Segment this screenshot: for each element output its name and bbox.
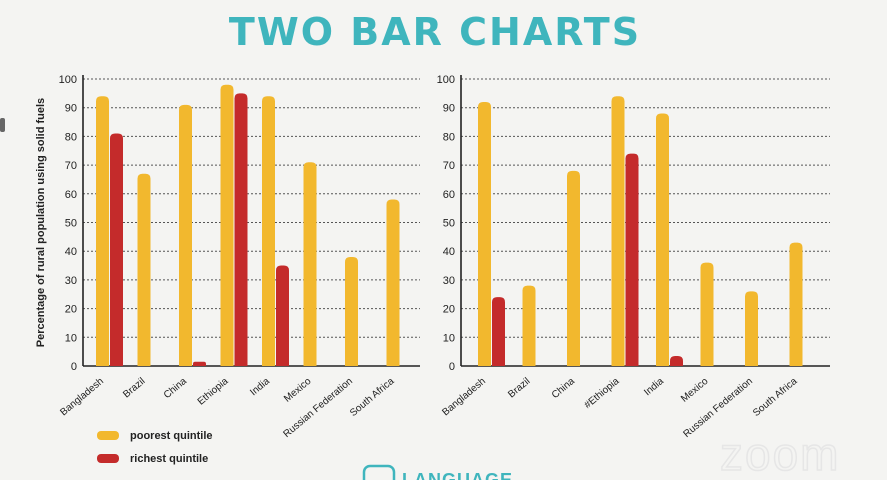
- y-tick-label: 40: [65, 246, 77, 258]
- bar-poorest: [179, 104, 192, 366]
- x-tick-label: Brazil: [506, 376, 532, 401]
- x-tick-label: Bangladesh: [440, 376, 488, 418]
- bar-poorest: [611, 96, 625, 366]
- y-tick-label: 30: [443, 275, 455, 287]
- y-tick-label: 90: [443, 103, 455, 115]
- x-tick-label: Ethiopia: [196, 376, 231, 408]
- x-tick-label: Russian Federation: [281, 376, 355, 440]
- bar-poorest: [262, 96, 275, 366]
- zoom-watermark-text: zoom: [720, 428, 840, 480]
- y-tick-label: 20: [65, 304, 77, 316]
- legend-label-poorest: poorest quintile: [130, 430, 213, 442]
- x-tick-label: Bangladesh: [58, 376, 106, 418]
- y-tick-label: 100: [59, 74, 77, 86]
- legend-swatch-poorest: [97, 431, 119, 440]
- bar-richest: [276, 265, 289, 366]
- bar-poorest: [478, 101, 491, 367]
- y-tick-label: 50: [443, 218, 455, 230]
- y-tick-label: 0: [449, 361, 455, 373]
- edge-marker: [0, 118, 5, 132]
- y-axis-label: Percentage of rural population using sol…: [35, 98, 47, 347]
- bar-poorest: [303, 162, 317, 366]
- brand-logo-icon: [362, 464, 396, 480]
- zoom-watermark: zoom: [719, 427, 840, 480]
- y-tick-label: 20: [443, 304, 455, 316]
- x-tick-label: Mexico: [679, 376, 711, 405]
- x-tick-label: South Africa: [348, 376, 397, 419]
- bar-poorest: [522, 285, 536, 366]
- bar-richest: [625, 153, 639, 366]
- x-tick-label: #Ethiopia: [582, 376, 621, 412]
- brand-logo: LANGUAGE: [362, 464, 513, 480]
- bar-poorest: [220, 84, 234, 367]
- legend: poorest quintile richest quintile: [97, 430, 213, 465]
- y-tick-label: 0: [71, 361, 77, 373]
- y-tick-label: 10: [443, 332, 455, 344]
- bar-poorest: [700, 262, 714, 366]
- legend-swatch-richest: [97, 454, 119, 463]
- bar-poorest: [137, 173, 151, 366]
- bar-poorest: [789, 242, 803, 366]
- bar-poorest: [96, 96, 109, 366]
- y-tick-label: 50: [65, 218, 77, 230]
- x-tick-label: India: [248, 376, 272, 399]
- y-tick-label: 10: [65, 332, 77, 344]
- x-tick-label: South Africa: [751, 376, 800, 419]
- legend-label-richest: richest quintile: [130, 453, 208, 465]
- x-tick-label: China: [162, 376, 189, 402]
- bar-richest: [234, 93, 248, 366]
- y-tick-label: 30: [65, 275, 77, 287]
- x-tick-label: China: [550, 376, 577, 402]
- chart-right: 0 10 20 30 40 50 60 70 80 90 100 Bangladesh Brazil Ch…: [437, 74, 830, 440]
- page-title: TWO BAR CHARTS: [228, 10, 642, 54]
- brand-text: LANGUAGE: [402, 470, 513, 480]
- x-tick-label: Mexico: [282, 376, 314, 405]
- bar-richest: [110, 133, 123, 366]
- chart-left: 0 10 20 30 40 50 60 70 80 90 100 Percentage of rura…: [35, 74, 420, 440]
- y-tick-label: 80: [443, 131, 455, 143]
- bar-poorest: [386, 199, 400, 366]
- bar-poorest: [745, 291, 758, 366]
- y-tick-label: 70: [65, 160, 77, 172]
- bar-poorest: [656, 113, 669, 366]
- bar-poorest: [567, 170, 580, 366]
- bar-poorest: [345, 256, 358, 366]
- y-tick-label: 100: [437, 74, 455, 86]
- x-tick-label: India: [642, 376, 666, 399]
- y-tick-label: 80: [65, 131, 77, 143]
- y-tick-label: 40: [443, 246, 455, 258]
- y-tick-label: 90: [65, 103, 77, 115]
- y-tick-label: 60: [65, 189, 77, 201]
- bar-richest: [193, 361, 206, 366]
- y-tick-label: 70: [443, 160, 455, 172]
- y-tick-label: 60: [443, 189, 455, 201]
- bar-richest: [670, 355, 683, 366]
- bar-richest: [492, 297, 505, 366]
- x-tick-label: Brazil: [121, 376, 147, 401]
